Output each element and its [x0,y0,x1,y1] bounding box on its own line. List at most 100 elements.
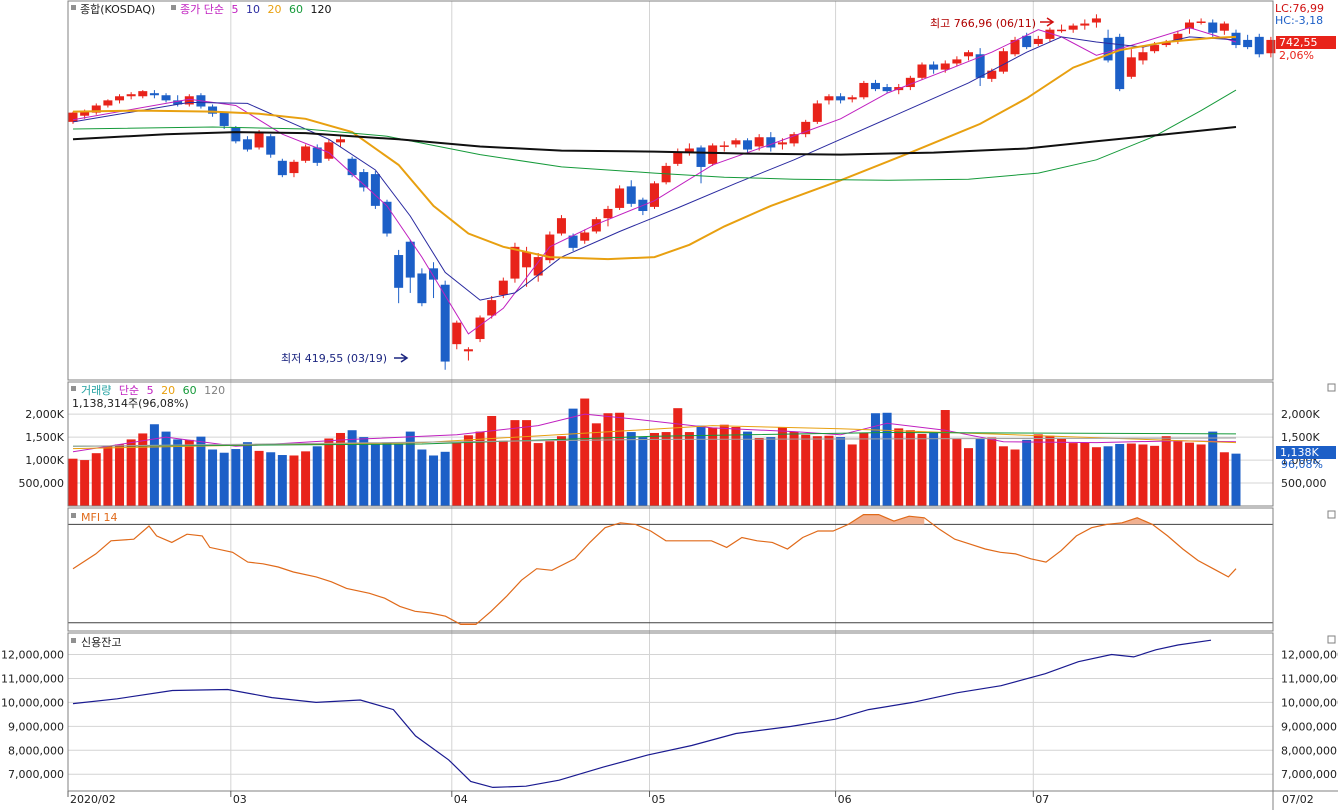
candle-body [359,172,369,188]
candle-down [161,93,171,103]
volume-bar [568,408,578,506]
volume-handle-icon[interactable] [71,386,76,391]
volume-bar [417,449,427,506]
credit-handle-icon[interactable] [71,638,76,643]
candle-body [301,146,311,161]
candle-up [684,143,694,156]
volume-chart [68,398,1241,506]
volume-bar [719,424,729,506]
ma-handle-icon[interactable] [171,5,176,10]
candle-body [208,106,218,114]
volume-title: 거래량 [81,384,111,397]
candle-body [1091,18,1101,23]
candle-body [347,158,357,176]
candle-body [1033,38,1043,45]
candle-up [650,181,659,209]
mfi-overbought-area [848,514,925,525]
mfi-handle-icon[interactable] [71,513,76,518]
candle-up [463,347,473,361]
candle-down [417,268,427,307]
volume-bar [545,441,555,506]
candle-body [1184,22,1194,29]
volume-bar [964,448,974,506]
volume-bar [103,445,113,506]
candle-down [277,158,287,178]
volume-bar [789,431,799,506]
volume-close-icon[interactable] [1327,383,1336,392]
volume-ma60-line [72,431,1237,447]
volume-bar [138,433,148,506]
candle-up [603,205,613,227]
candle-up [1184,19,1194,34]
candle-body [708,145,718,164]
x-axis-right-label: 07/02 [1282,793,1314,806]
x-tick-label: 04 [454,793,468,806]
candle-down [429,262,439,299]
volume-bar [696,425,706,506]
candle-up [964,50,974,61]
candle-body [1138,52,1148,61]
volume-bar [533,443,543,506]
volume-y-tick-right: 500,000 [1281,477,1327,490]
credit-y-tick-right: 7,000,000 [1281,768,1337,781]
candle-up [859,80,869,100]
vol-ma60-label: 60 [183,384,197,397]
candle-up [103,99,113,108]
candle-body [859,82,869,98]
volume-y-tick-left: 1,000K [25,454,64,467]
volume-bar [115,444,125,506]
candle-body [1243,39,1253,48]
candle-up [1033,35,1043,47]
credit-y-tick-left: 11,000,000 [1,672,64,685]
ma60-label: 60 [289,3,303,16]
credit-close-icon[interactable] [1327,635,1336,644]
volume-bar [208,449,218,506]
volume-bar [812,436,822,506]
mfi-close-icon[interactable] [1327,510,1336,519]
candle-up [1266,36,1276,58]
credit-y-tick-right: 11,000,000 [1281,672,1338,685]
candle-down [1243,34,1253,50]
candle-body [731,140,741,145]
panel-border [67,381,1274,507]
candle-up [1196,18,1206,25]
ma10-label: 10 [246,3,260,16]
candle-down [394,249,404,304]
volume-bar [708,427,718,506]
candle-down [929,61,939,74]
ma20-line [72,35,1237,261]
volume-bar [452,442,462,506]
candle-body [417,273,427,304]
candle-body [463,349,473,352]
candle-up [324,139,334,161]
panel-handle-icon[interactable] [71,5,76,10]
candle-up [917,62,927,80]
candle-body [940,63,950,70]
candle-up [335,136,345,148]
candle-down [836,93,846,104]
volume-bar [777,427,787,506]
candle-up [998,48,1008,74]
candle-body [149,93,159,96]
credit-y-tick-left: 9,000,000 [8,720,64,733]
volume-y-tick-right: 2,000K [1281,408,1320,421]
volume-y-tick-left: 500,000 [19,477,65,490]
credit-y-tick-right: 10,000,000 [1281,696,1338,709]
candle-down [626,180,636,207]
volume-bar [382,442,392,506]
candle-up [1068,23,1078,33]
volume-bar [894,428,904,506]
candle-body [510,246,520,279]
candle-up [952,56,962,67]
volume-bar [266,452,276,506]
candle-body [917,64,927,78]
candle-body [836,96,846,101]
candle-down [370,171,380,209]
candle-body [1080,23,1090,26]
volume-bar [231,449,241,506]
volume-bar [487,415,497,506]
candle-body [568,235,578,248]
volume-bar [998,446,1008,506]
